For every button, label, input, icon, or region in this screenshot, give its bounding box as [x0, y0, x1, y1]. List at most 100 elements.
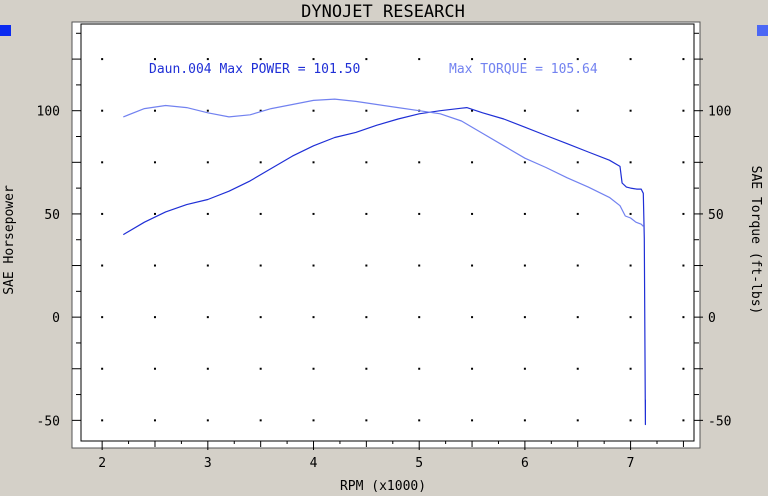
y-tick-label-left: 50 [44, 208, 60, 223]
y-tick-label-right: -50 [708, 414, 731, 429]
grid-dot [101, 58, 104, 61]
x-tick-label: 3 [204, 456, 212, 471]
grid-dot [206, 212, 209, 215]
grid-dot [523, 367, 526, 370]
y-tick-label-right: 100 [708, 105, 731, 120]
grid-dot [523, 212, 526, 215]
y-tick-label-left: -50 [37, 414, 60, 429]
y-tick-label-left: 100 [37, 105, 60, 120]
grid-dot [365, 367, 368, 370]
y-axis-label-right: SAE Torque (ft-lbs) [748, 166, 763, 315]
grid-dot [682, 161, 685, 164]
grid-dot [312, 316, 315, 319]
grid-dot [471, 161, 474, 164]
grid-dot [418, 58, 421, 61]
grid-dot [523, 58, 526, 61]
grid-dot [259, 316, 262, 319]
grid-dot [629, 264, 632, 267]
grid-dot [259, 367, 262, 370]
grid-dot [471, 419, 474, 422]
grid-dot [153, 419, 156, 422]
grid-dot [629, 109, 632, 112]
torque-annotation: Max TORQUE = 105.64 [449, 62, 598, 77]
grid-dot [259, 109, 262, 112]
grid-dot [153, 109, 156, 112]
grid-dot [523, 419, 526, 422]
grid-dot [682, 109, 685, 112]
grid-dot [365, 212, 368, 215]
grid-dot [259, 161, 262, 164]
grid-dot [101, 367, 104, 370]
grid-dot [206, 109, 209, 112]
grid-dot [629, 316, 632, 319]
grid-dot [312, 419, 315, 422]
grid-dot [576, 264, 579, 267]
grid-dot [206, 419, 209, 422]
grid-dot [365, 316, 368, 319]
power-series-marker [0, 25, 11, 36]
grid-dot [312, 58, 315, 61]
grid-dot [523, 109, 526, 112]
grid-dot [206, 316, 209, 319]
grid-dot [153, 316, 156, 319]
grid-dot [312, 212, 315, 215]
grid-dot [365, 161, 368, 164]
grid-dot [153, 161, 156, 164]
grid-dot [418, 367, 421, 370]
grid-dot [629, 58, 632, 61]
x-tick-label: 2 [98, 456, 106, 471]
grid-dot [101, 419, 104, 422]
chart-title: DYNOJET RESEARCH [301, 2, 465, 22]
grid-dot [576, 419, 579, 422]
grid-dot [101, 212, 104, 215]
grid-dot [523, 161, 526, 164]
grid-dot [682, 58, 685, 61]
grid-dot [206, 161, 209, 164]
grid-dot [682, 419, 685, 422]
grid-dot [365, 109, 368, 112]
y-tick-label-right: 0 [708, 311, 716, 326]
grid-dot [101, 316, 104, 319]
grid-dot [418, 212, 421, 215]
x-tick-label: 5 [415, 456, 423, 471]
grid-dot [259, 419, 262, 422]
grid-dot [418, 316, 421, 319]
grid-layer [101, 58, 685, 422]
grid-dot [682, 212, 685, 215]
grid-dot [312, 109, 315, 112]
grid-dot [523, 264, 526, 267]
grid-dot [576, 316, 579, 319]
grid-dot [629, 367, 632, 370]
tick-layer: -50 -50 0 0 50 50 100 100 2 3 4 5 6 7 [37, 32, 731, 471]
grid-dot [153, 367, 156, 370]
grid-dot [629, 419, 632, 422]
power-annotation: Daun.004 Max POWER = 101.50 [149, 62, 360, 77]
grid-dot [259, 212, 262, 215]
grid-dot [206, 264, 209, 267]
grid-dot [471, 109, 474, 112]
grid-dot [471, 58, 474, 61]
torque-series-marker [757, 25, 768, 36]
x-tick-label: 6 [521, 456, 529, 471]
grid-dot [471, 212, 474, 215]
grid-dot [576, 367, 579, 370]
y-tick-label-left: 0 [52, 311, 60, 326]
y-tick-label-right: 50 [708, 208, 724, 223]
grid-dot [629, 212, 632, 215]
grid-dot [101, 109, 104, 112]
grid-dot [312, 367, 315, 370]
grid-dot [312, 264, 315, 267]
grid-dot [206, 367, 209, 370]
grid-dot [206, 58, 209, 61]
grid-dot [101, 264, 104, 267]
grid-dot [101, 161, 104, 164]
grid-dot [576, 58, 579, 61]
grid-dot [418, 264, 421, 267]
x-axis-label: RPM (x1000) [340, 479, 426, 494]
x-tick-label: 7 [627, 456, 635, 471]
grid-dot [682, 264, 685, 267]
grid-dot [471, 316, 474, 319]
grid-dot [682, 367, 685, 370]
grid-dot [523, 316, 526, 319]
